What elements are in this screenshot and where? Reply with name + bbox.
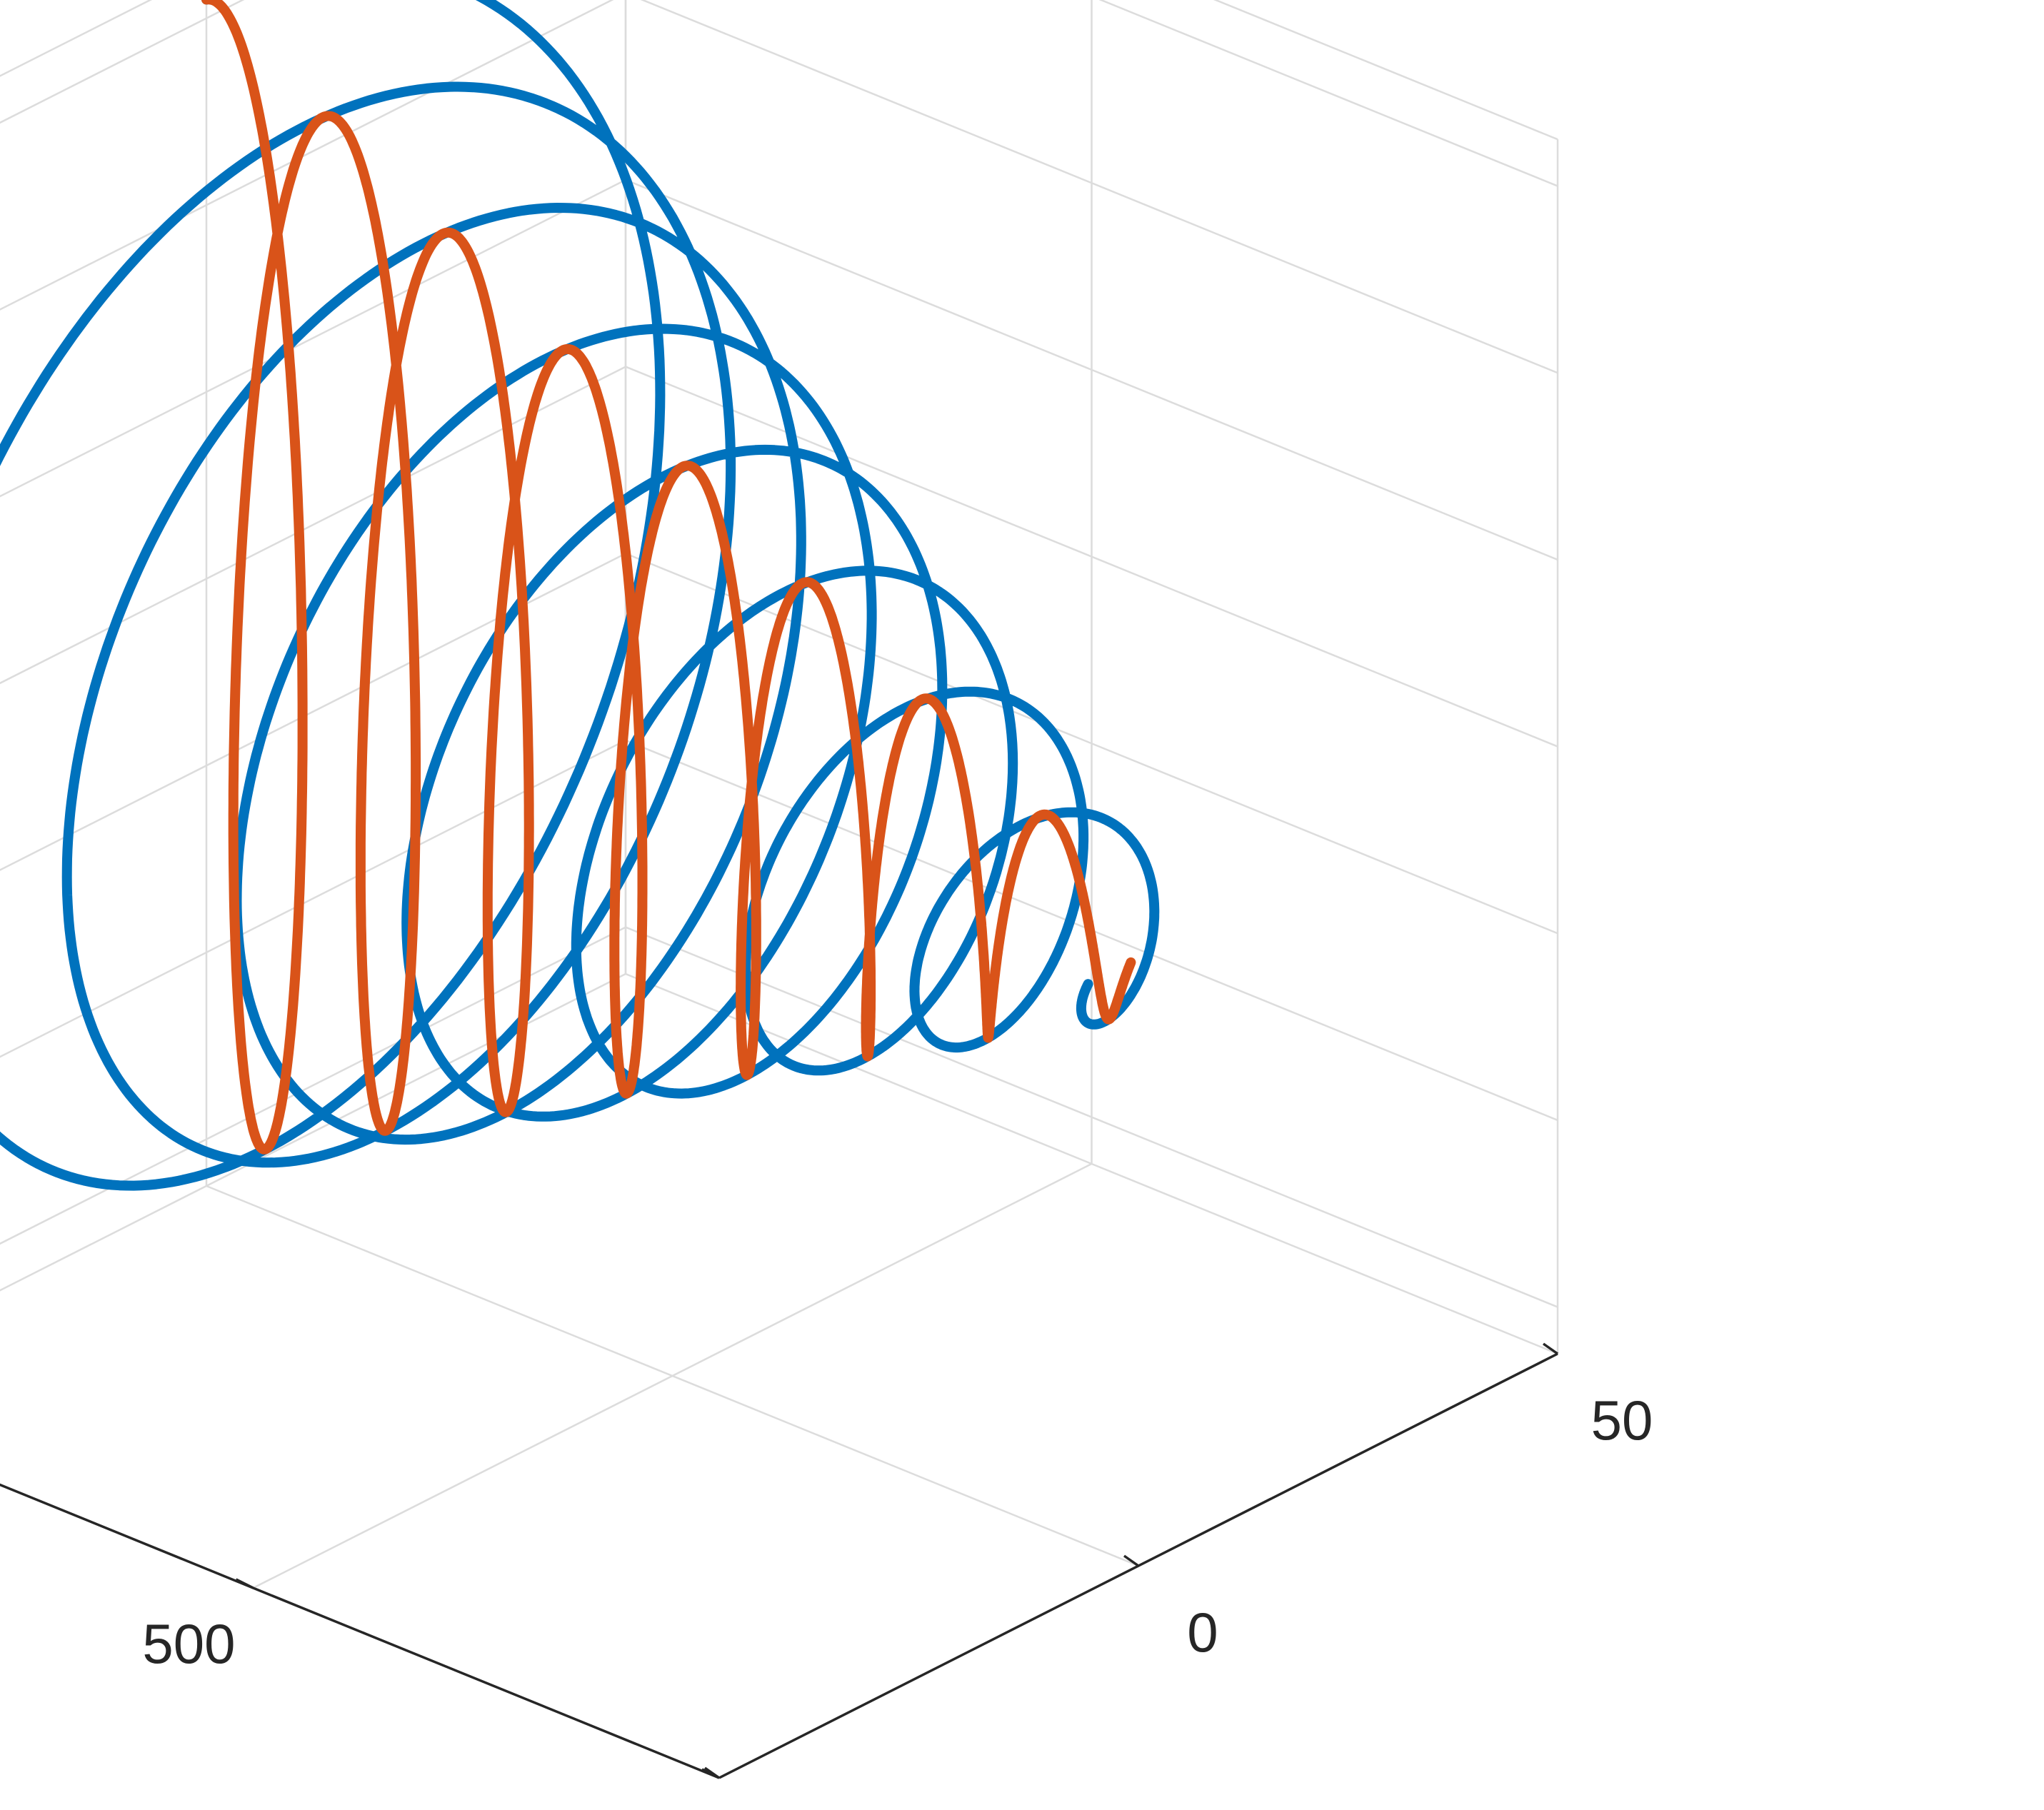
grid-line xyxy=(0,926,626,1245)
x-axis-line xyxy=(0,1483,720,1779)
grid-line xyxy=(0,366,626,685)
y-tick xyxy=(1123,1554,1140,1567)
y-tick-label: 50 xyxy=(1591,1389,1653,1452)
grid-line xyxy=(0,553,626,871)
axes xyxy=(0,1342,1559,1779)
grid-line xyxy=(0,0,245,124)
grid-line xyxy=(640,0,1558,374)
grid-line xyxy=(0,0,614,311)
x-tick-label: 0 xyxy=(639,1802,670,1810)
tick-labels: -60-40-20020406005001000-50050 xyxy=(142,1389,1653,1810)
grid-line xyxy=(625,926,1558,1308)
grid-line xyxy=(0,1484,720,1779)
grid-line xyxy=(625,366,1558,748)
x-tick-label: 500 xyxy=(142,1612,235,1675)
series-lines xyxy=(0,0,1160,1191)
grid-line xyxy=(1098,0,1558,187)
grid-line xyxy=(625,179,1558,561)
y-tick-label: 0 xyxy=(1187,1601,1218,1664)
grid-line xyxy=(0,179,626,498)
box-edge xyxy=(1213,0,1558,141)
series-1-line xyxy=(0,0,1160,1191)
series-2-line xyxy=(201,0,1136,1155)
y-tick xyxy=(1542,1342,1559,1355)
x-tick xyxy=(235,1578,254,1589)
grid-line xyxy=(206,1185,1139,1567)
y-tick xyxy=(703,1766,721,1779)
